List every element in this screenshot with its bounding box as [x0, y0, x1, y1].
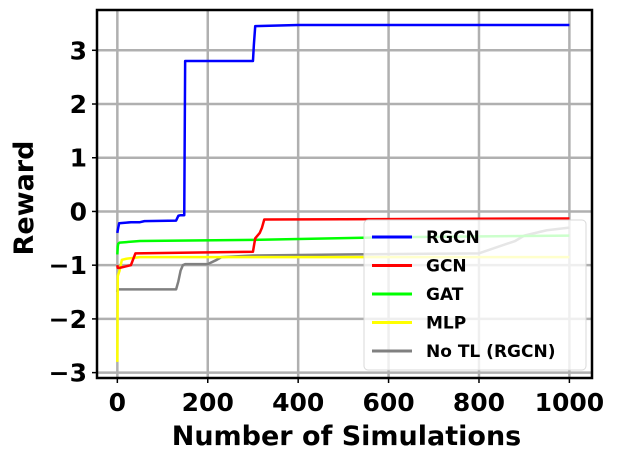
legend: RGCN GCN GAT MLP No TL (RGCN)	[363, 219, 587, 371]
y-tick-label: 0	[70, 197, 87, 226]
x-tick-label: 800	[453, 388, 505, 417]
series-line-rgcn	[116, 23, 570, 234]
x-tick-label: 400	[272, 388, 324, 417]
y-tick-label: 3	[70, 36, 87, 65]
y-tick-label: −1	[49, 251, 87, 280]
legend-label: RGCN	[426, 228, 480, 248]
series-line-gat	[116, 234, 570, 255]
x-tick-label: 600	[362, 388, 414, 417]
legend-label: MLP	[426, 314, 466, 334]
y-tick-label: 1	[70, 144, 87, 173]
axis-ticks: 0 200 400 600 800 1000 −3 −2 −1 0 1 2 3	[49, 36, 605, 417]
y-tick-label: −2	[49, 305, 87, 334]
series-line-mlp	[116, 255, 570, 362]
grid-lines	[97, 10, 592, 378]
legend-box	[363, 219, 587, 371]
y-tick-label: −3	[49, 359, 87, 388]
x-tick-label: 200	[182, 388, 234, 417]
legend-label: GAT	[426, 285, 464, 305]
x-axis-label: Number of Simulations	[172, 421, 522, 452]
y-tick-label: 2	[70, 90, 87, 119]
y-axis-label: Reward	[9, 141, 40, 256]
legend-label: No TL (RGCN)	[426, 342, 555, 362]
plot-frame	[95, 8, 594, 380]
legend-label: GCN	[426, 257, 467, 277]
x-tick-label: 0	[109, 388, 126, 417]
series-line-gcn	[116, 217, 570, 270]
x-tick-label: 1000	[535, 388, 605, 417]
